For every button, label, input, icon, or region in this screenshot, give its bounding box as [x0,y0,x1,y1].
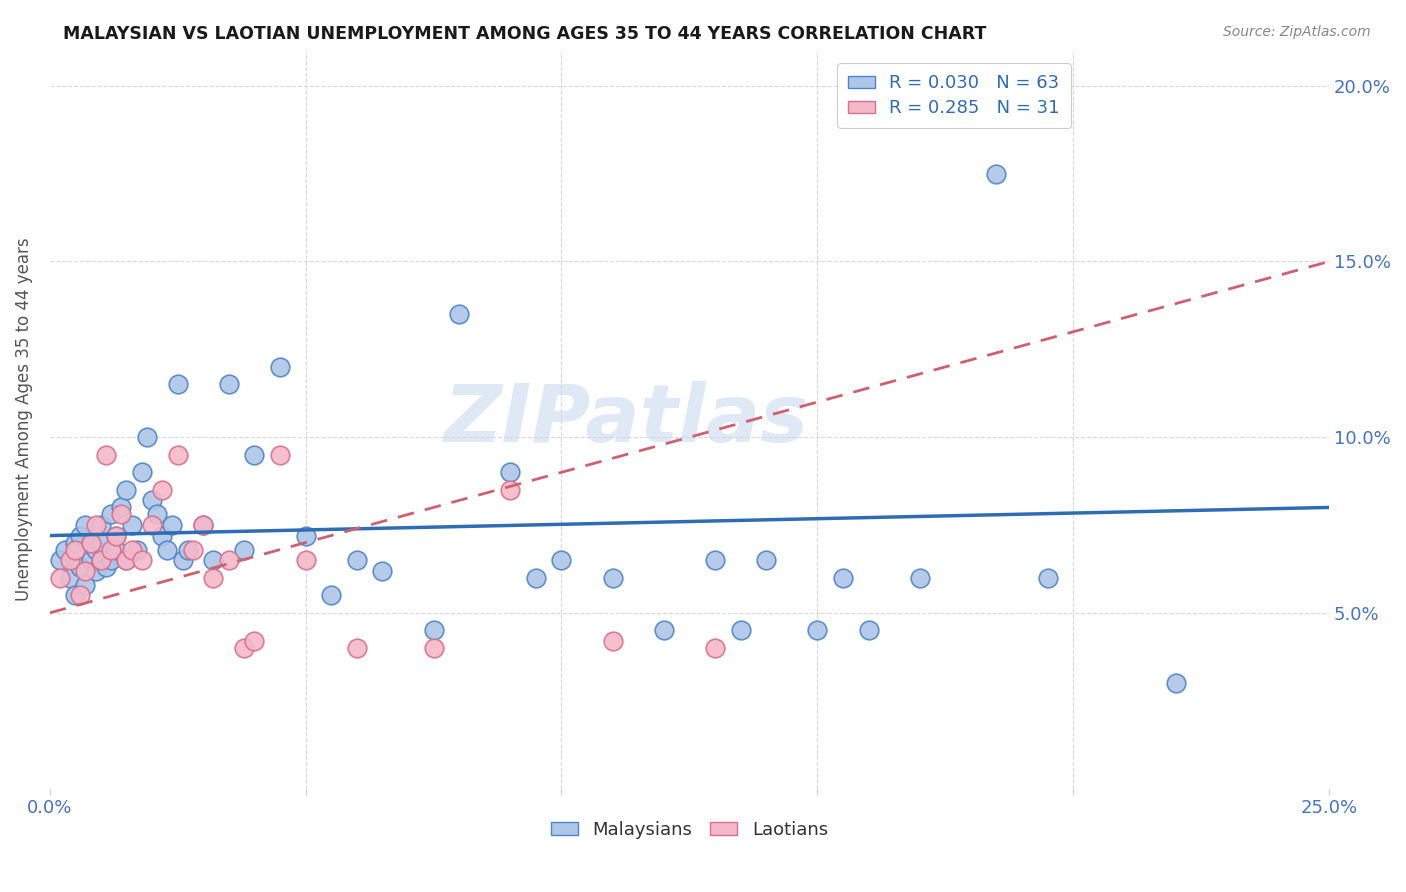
Point [730,624,752,638]
Point [94,560,117,574]
Point [524,571,547,585]
Point [269,359,291,374]
Point [806,624,828,638]
Point [602,571,624,585]
Point [908,571,931,585]
Text: MALAYSIAN VS LAOTIAN UNEMPLOYMENT AMONG AGES 35 TO 44 YEARS CORRELATION CHART: MALAYSIAN VS LAOTIAN UNEMPLOYMENT AMONG … [63,25,987,43]
Point [105,528,128,542]
Point [115,483,138,497]
Point [79,535,101,549]
Point [499,483,522,497]
Point [125,542,148,557]
Point [193,518,215,533]
Point [166,377,188,392]
Point [150,528,173,542]
Point [550,553,572,567]
Point [243,448,266,462]
Point [193,518,215,533]
Point [100,542,122,557]
Point [59,553,82,567]
Point [141,493,163,508]
Point [90,518,112,533]
Point [321,588,343,602]
Point [202,553,225,567]
Point [704,553,727,567]
Point [269,448,291,462]
Point [294,553,316,567]
Point [986,167,1008,181]
Text: ZIPatlas: ZIPatlas [443,381,808,458]
Point [162,518,184,533]
Point [84,518,107,533]
Point [75,518,97,533]
Point [121,542,143,557]
Point [1036,571,1059,585]
Point [449,307,471,321]
Point [121,518,143,533]
Point [177,542,200,557]
Point [218,553,240,567]
Point [79,535,101,549]
Point [59,571,82,585]
Point [131,553,153,567]
Point [181,542,204,557]
Point [65,535,87,549]
Point [75,564,97,578]
Point [90,535,112,549]
Point [94,448,117,462]
Legend: Malaysians, Laotians: Malaysians, Laotians [544,814,835,846]
Point [75,578,97,592]
Point [105,528,128,542]
Point [704,640,727,655]
Point [90,553,112,567]
Point [69,588,91,602]
Point [79,553,101,567]
Point [65,542,87,557]
Point [346,640,368,655]
Point [602,634,624,648]
Point [243,634,266,648]
Point [218,377,240,392]
Point [90,553,112,567]
Point [156,542,179,557]
Point [110,500,132,515]
Point [150,483,173,497]
Point [115,553,138,567]
Point [202,571,225,585]
Point [166,448,188,462]
Point [49,553,72,567]
Point [110,508,132,522]
Point [233,542,256,557]
Point [84,542,107,557]
Point [755,553,778,567]
Point [100,553,122,567]
Point [69,560,91,574]
Point [499,465,522,479]
Point [69,528,91,542]
Point [115,553,138,567]
Point [832,571,855,585]
Point [135,430,157,444]
Y-axis label: Unemployment Among Ages 35 to 44 years: Unemployment Among Ages 35 to 44 years [15,238,32,601]
Point [652,624,675,638]
Point [422,640,444,655]
Point [1164,676,1187,690]
Point [371,564,394,578]
Point [146,508,169,522]
Point [131,465,153,479]
Point [422,624,444,638]
Text: Source: ZipAtlas.com: Source: ZipAtlas.com [1223,25,1371,39]
Point [84,564,107,578]
Point [294,528,316,542]
Point [105,542,128,557]
Point [65,588,87,602]
Point [53,542,76,557]
Point [172,553,194,567]
Point [346,553,368,567]
Point [100,508,122,522]
Point [233,640,256,655]
Point [141,518,163,533]
Point [49,571,72,585]
Point [858,624,880,638]
